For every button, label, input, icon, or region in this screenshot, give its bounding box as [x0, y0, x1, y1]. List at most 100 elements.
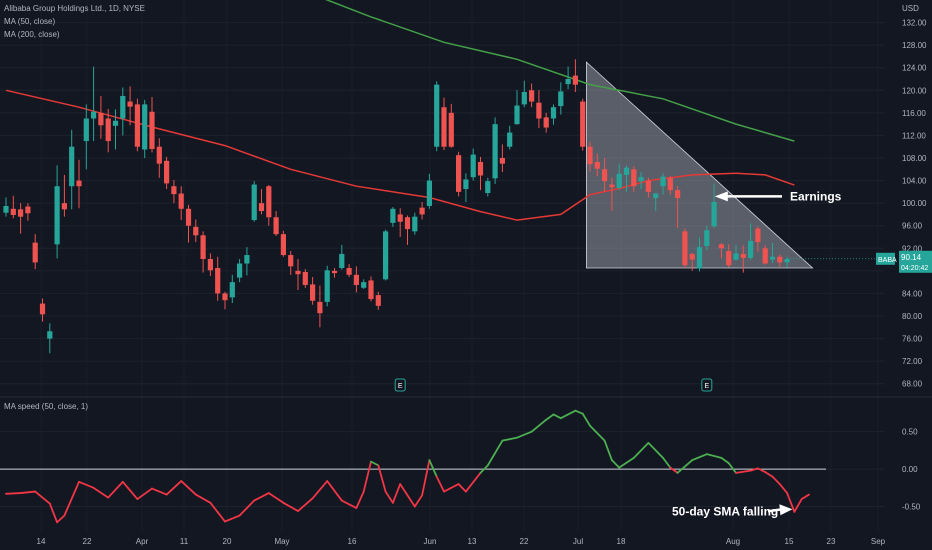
time-tick-label: 16: [348, 537, 357, 546]
candle-body: [47, 331, 53, 339]
candle: [149, 97, 155, 153]
price-tick-label: 68.00: [902, 380, 923, 389]
candle-body: [529, 90, 535, 102]
candle: [412, 212, 418, 235]
candle-body: [207, 259, 213, 271]
candle-body: [653, 193, 659, 199]
ma200-path: [325, 0, 795, 142]
candle: [368, 276, 374, 302]
candle-body: [273, 217, 279, 235]
candle: [164, 156, 170, 190]
price-tick-label: 128.00: [902, 41, 927, 50]
price-tick-label: 108.00: [902, 154, 927, 163]
speed-tick-label: 0.50: [902, 428, 918, 437]
candle: [76, 159, 82, 209]
candle-body: [156, 146, 162, 164]
candle: [609, 177, 615, 212]
price-tick-label: 84.00: [902, 289, 923, 298]
candle: [120, 87, 126, 136]
candle: [704, 225, 710, 251]
candle: [397, 208, 403, 237]
speed-segment: [443, 483, 460, 493]
candle: [536, 90, 542, 129]
speed-segment: [764, 471, 774, 478]
candle: [769, 242, 776, 263]
axes: 68.00 72.00 76.00 80.00 84.00 92.00 96.00 100.0…: [0, 4, 932, 546]
candle: [266, 185, 272, 226]
time-tick-label: Apr: [136, 537, 149, 546]
candle-body: [769, 256, 776, 260]
candle: [156, 138, 162, 178]
speed-segment: [435, 475, 445, 493]
candle-body: [404, 217, 411, 230]
candle: [69, 129, 75, 210]
candle-body: [777, 256, 783, 263]
speed-segment: [611, 459, 621, 469]
candle: [229, 274, 235, 304]
candle: [740, 245, 746, 273]
candle: [485, 177, 491, 197]
speed-segment: [5, 492, 22, 495]
speed-segment: [391, 483, 402, 504]
speed-segment: [771, 475, 781, 485]
earnings-badge-letter: E: [704, 383, 709, 390]
speed-segment: [355, 490, 365, 509]
candle: [171, 180, 177, 204]
candle: [682, 228, 688, 269]
ticker-tag: [876, 252, 895, 265]
candle: [477, 156, 484, 191]
candle: [280, 230, 286, 257]
candle: [61, 174, 67, 217]
candle: [645, 177, 651, 198]
symbol-title[interactable]: Alibaba Group Holdings Ltd., 1D, NYSE: [4, 4, 145, 13]
candle-body: [32, 242, 38, 263]
ticker-tag-label: BABA: [878, 257, 897, 264]
candle-body: [91, 111, 97, 119]
candle-body: [215, 268, 221, 294]
candle-body: [645, 180, 651, 192]
candle-body: [543, 117, 549, 128]
speed-segment: [19, 490, 37, 494]
ma200-legend[interactable]: MA (200, close): [4, 30, 60, 39]
speed-segment: [501, 436, 518, 442]
ma50-legend[interactable]: MA (50, close): [4, 17, 56, 26]
time-tick-label: 18: [617, 537, 626, 546]
speed-segment: [78, 480, 95, 489]
ma50-path: [5, 89, 795, 221]
candle: [127, 86, 133, 126]
candle-body: [39, 303, 46, 315]
candle-body: [748, 240, 754, 258]
candle-body: [266, 186, 272, 218]
candle: [18, 203, 24, 234]
candle: [623, 165, 630, 192]
candle-body: [361, 282, 367, 288]
earnings-badge: [701, 378, 713, 392]
speed-segment: [618, 456, 635, 469]
speed-segment: [311, 480, 329, 500]
candle: [529, 83, 535, 108]
candle-body: [507, 132, 513, 147]
speed-segment: [757, 467, 767, 474]
candle: [237, 259, 243, 283]
speed-segment: [63, 480, 80, 517]
candle-body: [25, 206, 31, 214]
price-tick-label: 124.00: [902, 64, 927, 73]
candle-body: [660, 176, 666, 187]
candle: [193, 219, 199, 243]
candle: [105, 108, 111, 153]
candle: [134, 98, 140, 152]
candle-body: [69, 146, 75, 187]
ma-speed-legend[interactable]: MA speed (50, close, 1): [4, 402, 89, 411]
candle-body: [675, 190, 681, 199]
candle-body: [514, 105, 520, 125]
candle: [251, 181, 257, 222]
price-tick-label: 96.00: [902, 222, 923, 231]
ma200-line: [325, 0, 795, 142]
time-tick-label: Aug: [726, 537, 740, 546]
speed-segment: [735, 469, 752, 474]
candle-body: [200, 235, 206, 260]
time-tick-label: Jun: [424, 537, 437, 546]
